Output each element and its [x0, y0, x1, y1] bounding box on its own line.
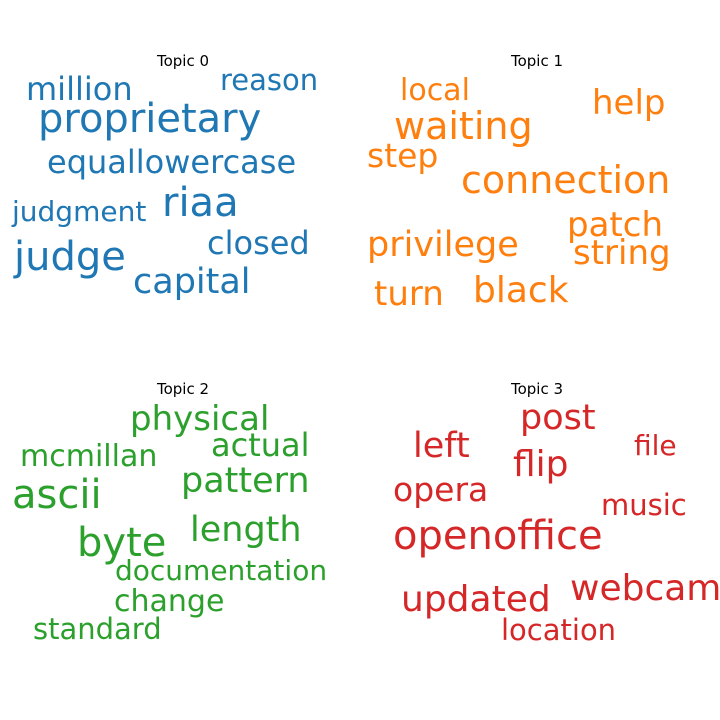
word-pattern: pattern: [181, 461, 310, 501]
topic-title-3: Topic 3: [510, 380, 563, 398]
word-documentation: documentation: [115, 554, 327, 587]
word-help: help: [592, 83, 666, 123]
word-change: change: [114, 584, 224, 619]
word-physical: physical: [130, 399, 269, 439]
word-location: location: [501, 613, 616, 647]
word-judge: judge: [13, 234, 126, 280]
word-closed: closed: [207, 224, 310, 262]
word-standard: standard: [33, 612, 162, 646]
word-actual: actual: [211, 426, 310, 464]
word-proprietary: proprietary: [38, 96, 261, 142]
topic-title-0: Topic 0: [156, 52, 209, 70]
word-string: string: [573, 233, 671, 273]
word-local: local: [400, 73, 470, 108]
word-webcam: webcam: [570, 568, 720, 609]
word-file: file: [634, 429, 677, 462]
topic-panel-0: Topic 0 proprietary judge riaa capital millio…: [11, 52, 318, 302]
word-post: post: [520, 398, 596, 438]
word-ascii: ascii: [12, 472, 102, 518]
word-byte: byte: [77, 520, 166, 566]
word-waiting: waiting: [394, 104, 533, 148]
word-equallowercase: equallowercase: [47, 143, 296, 181]
word-openoffice: openoffice: [393, 513, 603, 559]
word-million: million: [26, 70, 133, 108]
word-step: step: [367, 136, 438, 175]
word-connection: connection: [461, 158, 670, 202]
word-music: music: [601, 488, 687, 522]
topic-title-1: Topic 1: [510, 52, 563, 70]
word-riaa: riaa: [162, 180, 239, 226]
word-turn: turn: [374, 274, 444, 314]
topic-panel-1: Topic 1 connection waiting privilege help str…: [367, 52, 671, 314]
word-updated: updated: [401, 579, 551, 620]
word-length: length: [190, 510, 302, 550]
word-opera: opera: [393, 470, 488, 509]
word-mcmillan: mcmillan: [20, 439, 157, 474]
word-judgment: judgment: [11, 195, 146, 228]
word-reason: reason: [220, 63, 318, 97]
word-privilege: privilege: [367, 225, 519, 265]
word-black: black: [473, 270, 569, 311]
word-patch: patch: [567, 205, 663, 245]
topic-panel-3: Topic 3 openoffice webcam updated post flip le…: [393, 380, 720, 647]
topic-title-2: Topic 2: [156, 380, 209, 398]
word-flip: flip: [513, 444, 569, 485]
word-left: left: [413, 426, 470, 466]
word-capital: capital: [133, 262, 251, 302]
